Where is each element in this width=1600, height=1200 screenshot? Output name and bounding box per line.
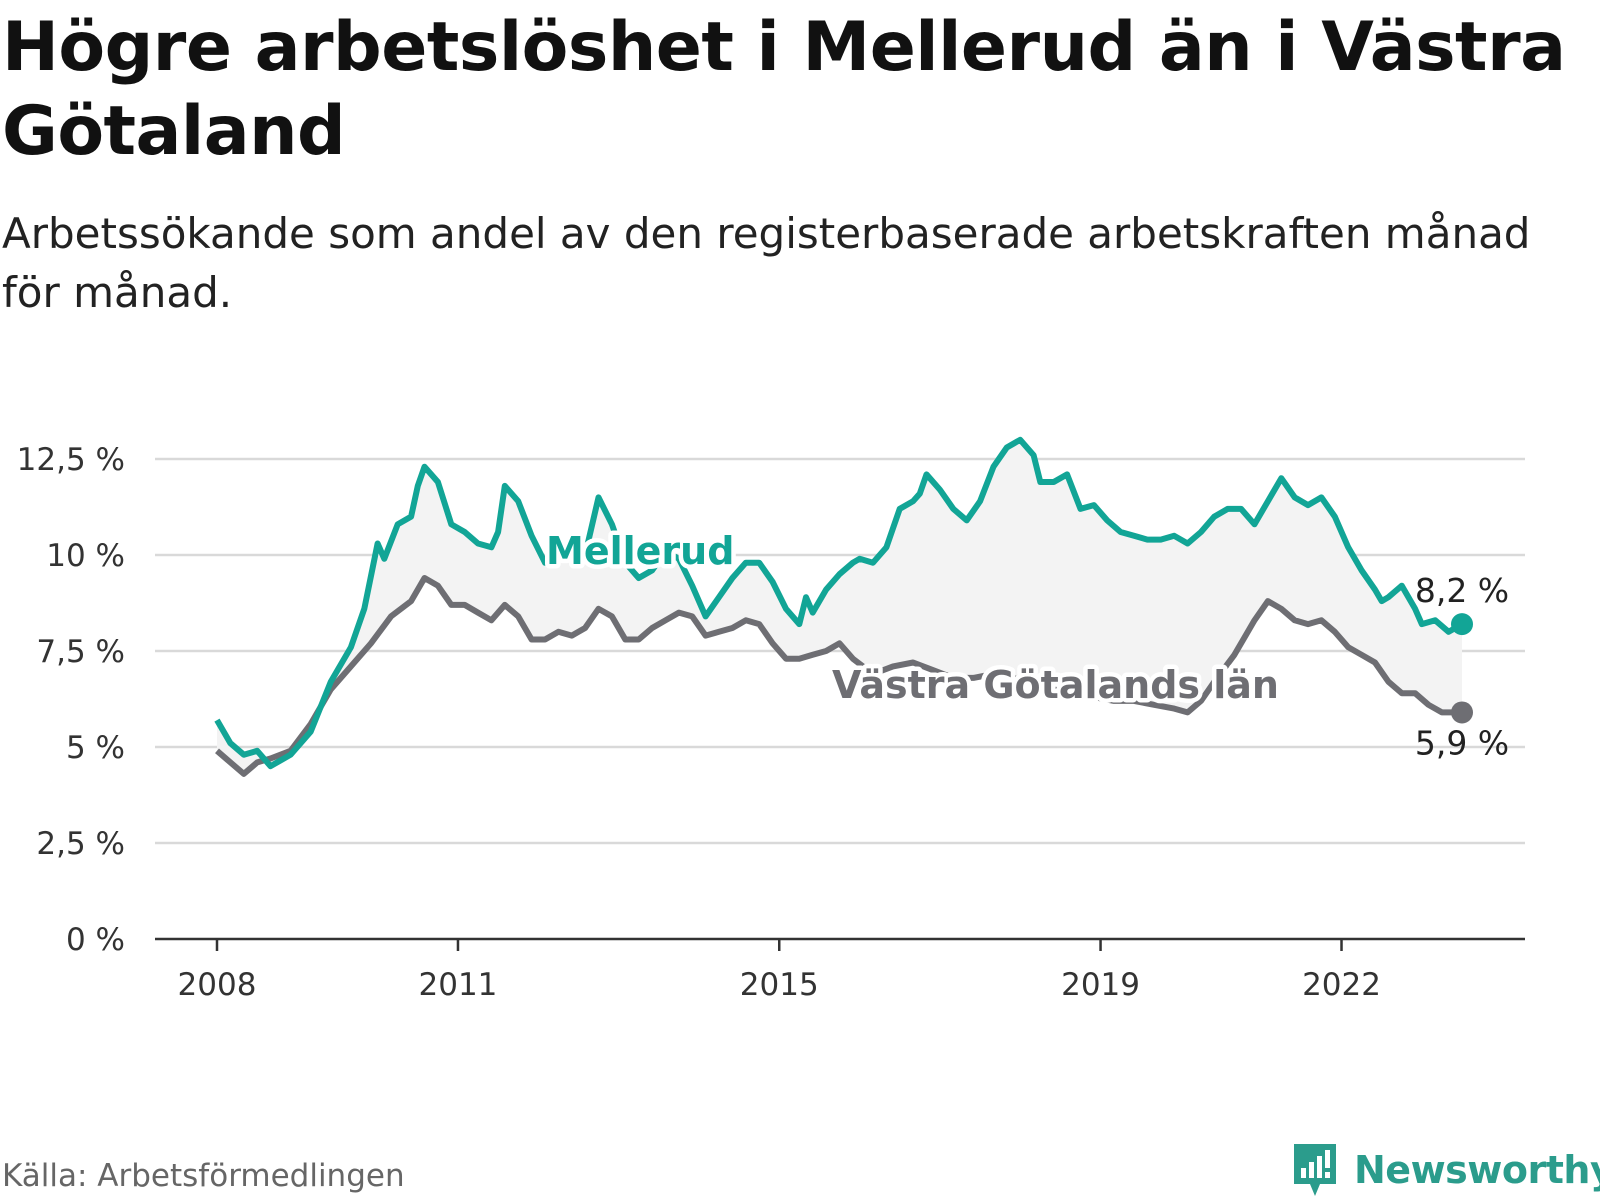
chart-title: Högre arbetslöshet i Mellerud än i Västr…	[2, 8, 1566, 171]
y-tick-label: 2,5 %	[36, 826, 125, 862]
end-value-mellerud: 8,2 %	[1415, 571, 1509, 610]
brand-name: Newsworthy	[1354, 1148, 1600, 1192]
newsworthy-logo-icon	[1294, 1144, 1336, 1196]
series-label-vastra-gotaland: Västra Götalands län	[832, 663, 1279, 707]
series-line-mellerud	[214, 436, 1464, 770]
series-line-vastra-gotaland	[215, 575, 1462, 777]
gap-area	[217, 439, 1462, 774]
y-tick-label: 10 %	[46, 538, 125, 574]
series-label-mellerud-halo: Mellerud	[546, 529, 734, 573]
x-tick-label: 2008	[178, 967, 257, 1003]
y-tick-label: 0 %	[66, 922, 125, 958]
line-chart: 0 %2,5 %5 %7,5 %10 %12,5 % 2008 2011 2015 2…	[17, 436, 1525, 1003]
series-label-vastra-gotaland-halo: Västra Götalands län	[832, 663, 1279, 707]
x-axis: 2008 2011 2015 2019 2022	[178, 939, 1381, 1003]
end-point-vastra-gotaland	[1451, 701, 1473, 724]
y-tick-label: 12,5 %	[17, 442, 125, 478]
x-tick-label: 2022	[1302, 967, 1381, 1003]
x-tick-label: 2011	[419, 967, 498, 1003]
chart-subtitle: Arbetssökande som andel av den registerb…	[2, 209, 1531, 317]
series-label-mellerud: Mellerud	[546, 529, 734, 573]
y-tick-label: 5 %	[66, 730, 125, 766]
end-value-vastra-gotaland: 5,9 %	[1415, 723, 1509, 762]
brand-logo[interactable]: Newsworthy	[1290, 1140, 1600, 1200]
source-credit: Källa: Arbetsförmedlingen	[2, 1158, 405, 1194]
end-point-mellerud	[1451, 613, 1473, 636]
x-tick-label: 2015	[740, 967, 819, 1003]
y-axis: 0 % 2,5 % 5 % 7,5 % 10 % 12,5 %	[17, 442, 125, 958]
x-tick-label: 2019	[1061, 967, 1140, 1003]
y-tick-label: 7,5 %	[36, 634, 125, 670]
